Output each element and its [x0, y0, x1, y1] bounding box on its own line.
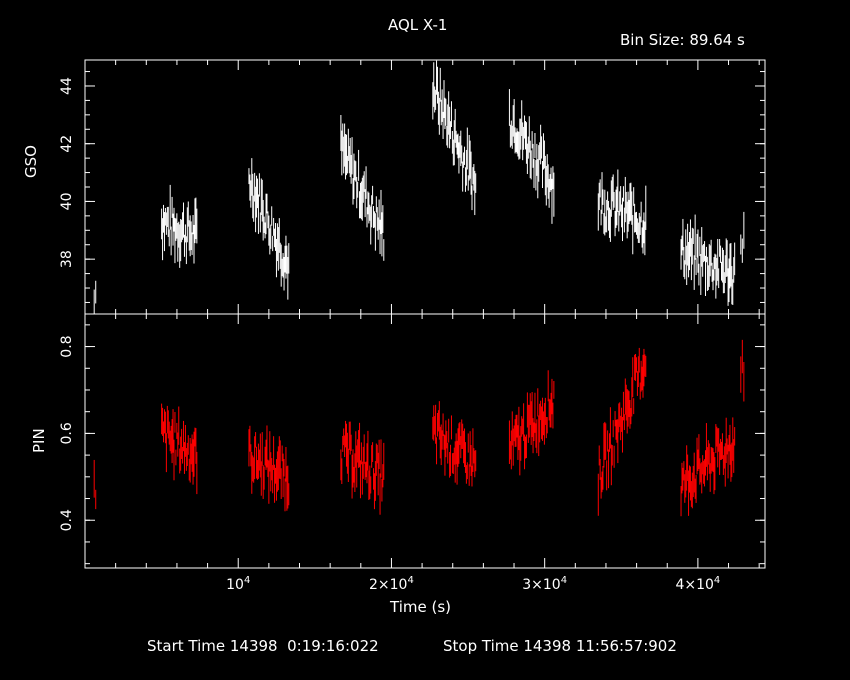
- start-time: Start Time 14398 0:19:16:022: [147, 637, 379, 655]
- x-tick-label-0: 104: [226, 575, 250, 593]
- gso-axis-label: GSO: [22, 145, 40, 178]
- x-axis-label: Time (s): [390, 598, 451, 616]
- gso-series: [93, 60, 745, 314]
- pin-frame: [84, 313, 766, 569]
- x-tick-label-1: 2×104: [369, 575, 414, 593]
- gso-ytick-label-1: 40: [59, 193, 75, 211]
- gso-ytick-label-0: 38: [59, 250, 75, 268]
- pin-series: [93, 339, 745, 517]
- gso-frame: [84, 59, 766, 315]
- pin-axis-label: PIN: [30, 428, 48, 453]
- gso-ytick-label-3: 44: [59, 77, 75, 95]
- pin-ytick-label-0: 0.4: [59, 509, 75, 531]
- x-tick-label-2: 3×104: [522, 575, 567, 593]
- gso-ytick-label-2: 42: [59, 135, 75, 153]
- pin-ytick-label-1: 0.6: [59, 422, 75, 444]
- pin-ytick-label-2: 0.8: [59, 335, 75, 357]
- bin-size-label: Bin Size: 89.64 s: [620, 31, 745, 49]
- axes: 38 40 42 44 0.4 0.6 0.8 104 2×104 3×104 4×104: [59, 59, 766, 593]
- x-tick-label-3: 4×104: [675, 575, 720, 593]
- chart-title: AQL X-1: [388, 16, 448, 34]
- stop-time: Stop Time 14398 11:56:57:902: [443, 637, 677, 655]
